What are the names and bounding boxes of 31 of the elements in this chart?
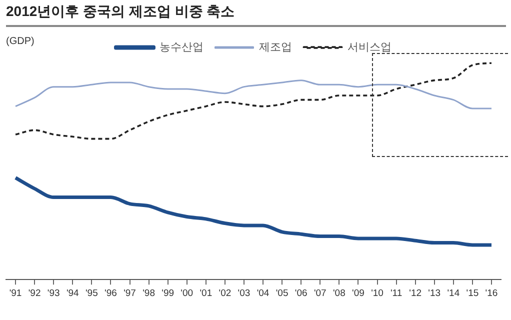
x-tick-label: '15 [466,288,479,299]
x-tick-label: '98 [142,288,155,299]
x-tick-label: '02 [218,288,232,299]
x-tick-label: '07 [314,288,326,299]
y-axis-title: (GDP) [6,36,34,47]
x-tick-label: '16 [485,288,498,299]
chart-title: 2012년이후 중국의 제조업 비중 축소 [6,3,506,27]
x-tick-label: '91 [9,288,22,299]
x-tick-label: '08 [332,288,346,299]
x-tick-label: '09 [352,288,364,299]
x-tick-label: '93 [47,288,60,299]
x-tick-label: '06 [294,288,308,299]
x-tick-label: '96 [104,288,117,299]
x-tick-label: '14 [447,288,460,299]
x-tick-label: '00 [180,288,194,299]
x-tick-label: '95 [85,288,98,299]
legend-label: 제조업 [258,42,292,54]
x-tick-label: '97 [124,288,136,299]
x-tick-label: '04 [256,288,270,299]
x-tick-label: '92 [28,288,41,299]
x-tick-label: '12 [409,288,422,299]
x-tick-label: '10 [371,288,384,299]
legend-label: 농수산업 [159,42,204,54]
x-tick-label: '94 [66,288,79,299]
x-tick-label: '13 [428,288,441,299]
legend-label: 서비스업 [347,42,392,54]
x-tick-label: '01 [200,288,212,299]
x-tick-label: '05 [276,288,288,299]
x-tick-label: '99 [162,288,174,299]
x-tick-label: '11 [390,288,402,299]
x-tick-label: '03 [238,288,250,299]
